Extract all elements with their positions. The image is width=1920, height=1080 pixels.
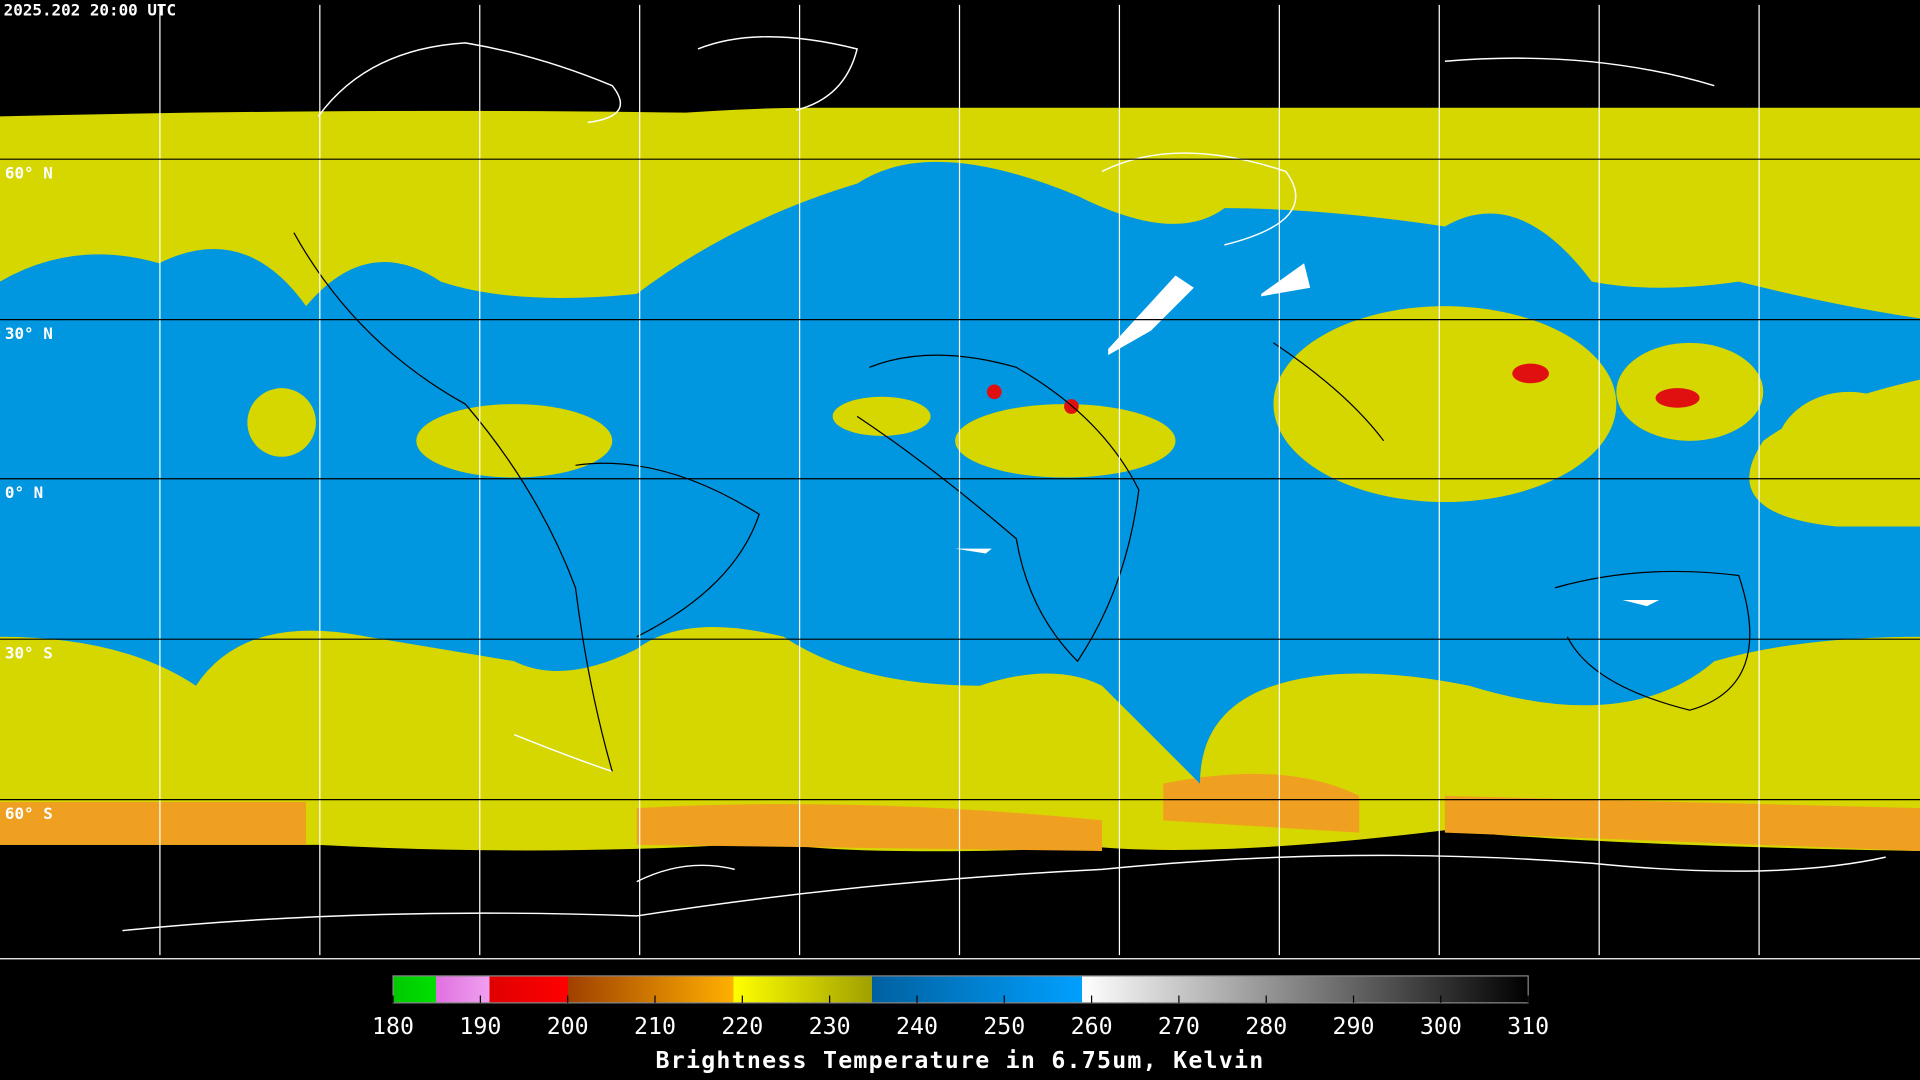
convection <box>1655 388 1700 408</box>
graticule <box>0 4 1920 960</box>
latitude-label: 60° N <box>5 163 53 182</box>
colorbar-tick-label: 240 <box>896 1013 938 1040</box>
colorbar-tick-label: 290 <box>1333 1013 1375 1040</box>
timestamp: 2025.202 20:00 UTC <box>4 1 176 20</box>
cloud <box>1273 306 1617 503</box>
colorbar-tick-label: 300 <box>1420 1013 1462 1040</box>
colorbar-tick-label: 200 <box>547 1013 589 1040</box>
colorbar-tick-label: 210 <box>634 1013 676 1040</box>
cloud <box>832 396 931 436</box>
cloud <box>247 388 316 457</box>
colorbar <box>392 975 1529 1004</box>
colorbar-tick-label: 260 <box>1071 1013 1113 1040</box>
colorbar-tick-label: 220 <box>721 1013 763 1040</box>
cloud <box>1775 391 1920 515</box>
colorbar-tick-label: 180 <box>372 1013 414 1040</box>
latitude-label: 0° N <box>5 483 43 502</box>
colorbar-tick-label: 270 <box>1158 1013 1200 1040</box>
colorbar-tick-label: 190 <box>459 1013 501 1040</box>
latitude-label: 60° S <box>5 804 53 823</box>
cloud <box>955 404 1176 478</box>
latitude-label: 30° N <box>5 324 53 343</box>
coastline <box>122 36 1886 932</box>
convection <box>986 384 1002 400</box>
colorbar-title: Brightness Temperature in 6.75um, Kelvin <box>656 1047 1265 1074</box>
colorbar-tick-label: 280 <box>1245 1013 1287 1040</box>
colorbar-tick-label: 310 <box>1507 1013 1549 1040</box>
colorbar-tick-label: 250 <box>983 1013 1025 1040</box>
cloud <box>416 404 613 478</box>
latitude-label: 30° S <box>5 643 53 662</box>
colorbar-tick-label: 230 <box>809 1013 851 1040</box>
coastline <box>293 232 1751 772</box>
convection <box>1512 363 1549 384</box>
